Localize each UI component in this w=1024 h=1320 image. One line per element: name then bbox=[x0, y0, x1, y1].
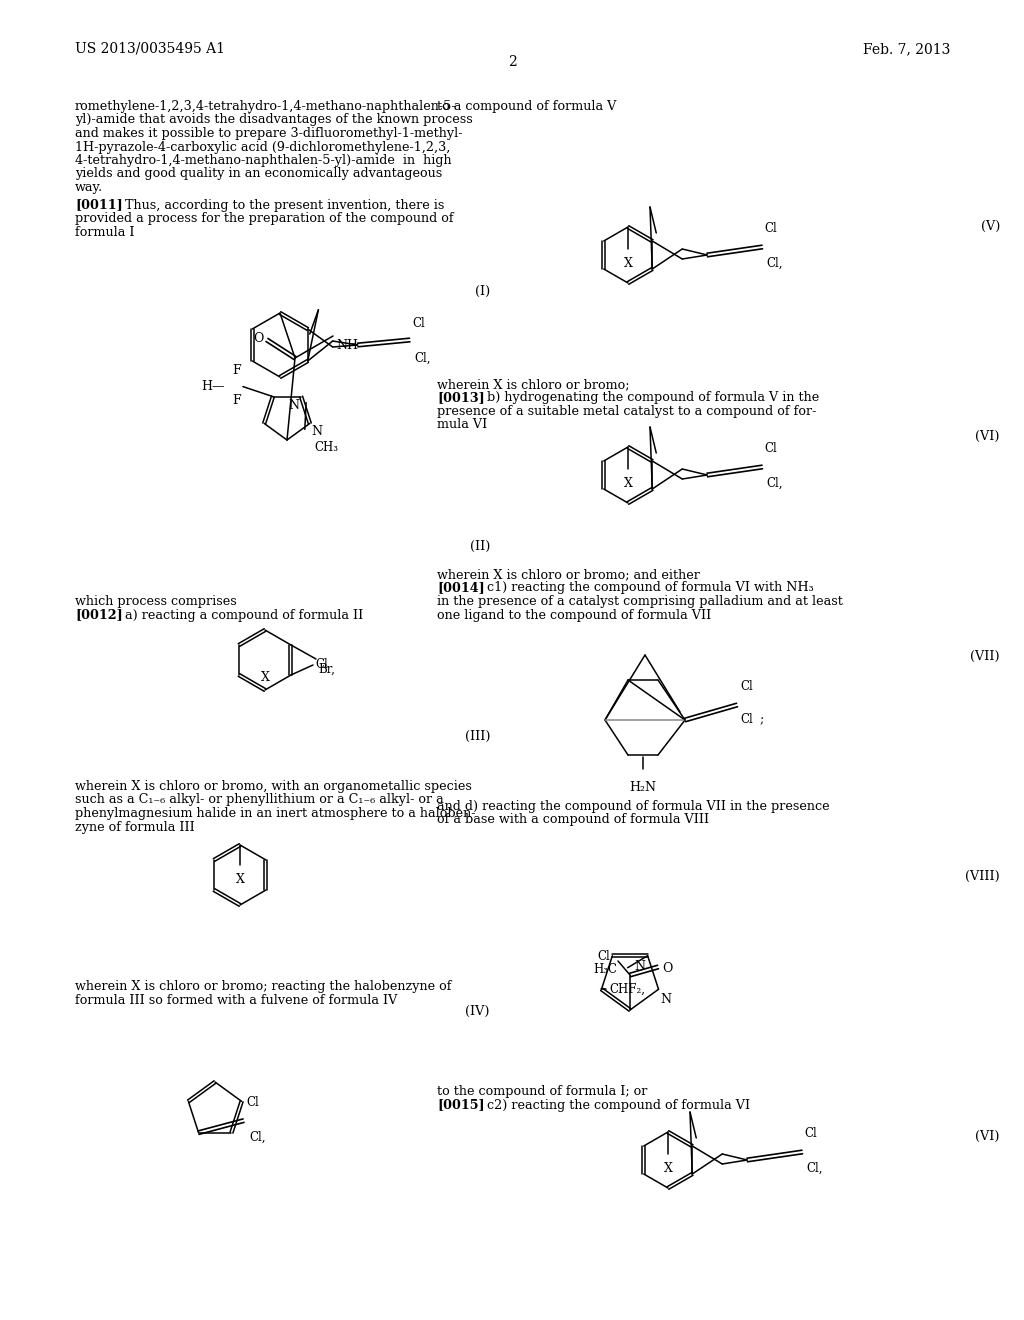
Text: wherein X is chloro or bromo, with an organometallic species: wherein X is chloro or bromo, with an or… bbox=[75, 780, 472, 793]
Text: which process comprises: which process comprises bbox=[75, 595, 237, 609]
Text: Cl,: Cl, bbox=[766, 257, 782, 271]
Text: O: O bbox=[253, 331, 263, 345]
Text: 2: 2 bbox=[508, 55, 516, 69]
Text: wherein X is chloro or bromo; and either: wherein X is chloro or bromo; and either bbox=[437, 568, 699, 581]
Text: to a compound of formula V: to a compound of formula V bbox=[437, 100, 616, 114]
Text: [0012]: [0012] bbox=[75, 609, 123, 622]
Text: (III): (III) bbox=[465, 730, 490, 743]
Text: in the presence of a catalyst comprising palladium and at least: in the presence of a catalyst comprising… bbox=[437, 595, 843, 609]
Text: wherein X is chloro or bromo;: wherein X is chloro or bromo; bbox=[437, 378, 630, 391]
Text: NH: NH bbox=[336, 339, 358, 352]
Text: CHF₂,: CHF₂, bbox=[609, 983, 645, 995]
Text: formula III so formed with a fulvene of formula IV: formula III so formed with a fulvene of … bbox=[75, 994, 397, 1006]
Text: Cl,: Cl, bbox=[250, 1131, 266, 1143]
Text: N: N bbox=[660, 993, 672, 1006]
Text: one ligand to the compound of formula VII: one ligand to the compound of formula VI… bbox=[437, 609, 712, 622]
Text: a) reacting a compound of formula II: a) reacting a compound of formula II bbox=[113, 609, 364, 622]
Text: (VI): (VI) bbox=[976, 1130, 1000, 1143]
Text: Feb. 7, 2013: Feb. 7, 2013 bbox=[862, 42, 950, 55]
Text: Cl: Cl bbox=[764, 442, 777, 455]
Text: (VI): (VI) bbox=[976, 430, 1000, 444]
Text: such as a C₁₋₆ alkyl- or phenyllithium or a C₁₋₆ alkyl- or a: such as a C₁₋₆ alkyl- or phenyllithium o… bbox=[75, 793, 443, 807]
Text: wherein X is chloro or bromo; reacting the halobenzyne of: wherein X is chloro or bromo; reacting t… bbox=[75, 979, 452, 993]
Text: Cl: Cl bbox=[315, 659, 328, 672]
Text: X: X bbox=[260, 671, 269, 684]
Text: Cl,: Cl, bbox=[415, 352, 431, 366]
Text: mula VI: mula VI bbox=[437, 418, 487, 432]
Text: (I): (I) bbox=[475, 285, 490, 298]
Text: Cl: Cl bbox=[764, 222, 777, 235]
Text: 1H-pyrazole-4-carboxylic acid (9-dichloromethylene-1,2,3,: 1H-pyrazole-4-carboxylic acid (9-dichlor… bbox=[75, 140, 451, 153]
Text: H₂N: H₂N bbox=[630, 781, 656, 795]
Text: 4-tetrahydro-1,4-methano-naphthalen-5-yl)-amide  in  high: 4-tetrahydro-1,4-methano-naphthalen-5-yl… bbox=[75, 154, 452, 168]
Text: (IV): (IV) bbox=[466, 1005, 490, 1018]
Text: (II): (II) bbox=[470, 540, 490, 553]
Text: (VIII): (VIII) bbox=[966, 870, 1000, 883]
Text: O: O bbox=[662, 962, 673, 975]
Text: H₃C: H₃C bbox=[594, 964, 617, 977]
Text: Thus, according to the present invention, there is: Thus, according to the present invention… bbox=[113, 198, 444, 211]
Text: yl)-amide that avoids the disadvantages of the known process: yl)-amide that avoids the disadvantages … bbox=[75, 114, 473, 127]
Text: provided a process for the preparation of the compound of: provided a process for the preparation o… bbox=[75, 213, 454, 224]
Text: presence of a suitable metal catalyst to a compound of for-: presence of a suitable metal catalyst to… bbox=[437, 405, 816, 418]
Text: romethylene-1,2,3,4-tetrahydro-1,4-methano-naphthalen-5-: romethylene-1,2,3,4-tetrahydro-1,4-metha… bbox=[75, 100, 457, 114]
Text: b) hydrogenating the compound of formula V in the: b) hydrogenating the compound of formula… bbox=[475, 392, 819, 404]
Text: way.: way. bbox=[75, 181, 103, 194]
Text: X: X bbox=[624, 257, 633, 271]
Text: and makes it possible to prepare 3-difluoromethyl-1-methyl-: and makes it possible to prepare 3-diflu… bbox=[75, 127, 463, 140]
Text: (V): (V) bbox=[981, 220, 1000, 234]
Text: [0011]: [0011] bbox=[75, 198, 123, 211]
Text: [0013]: [0013] bbox=[437, 392, 484, 404]
Text: to the compound of formula I; or: to the compound of formula I; or bbox=[437, 1085, 647, 1098]
Text: F: F bbox=[232, 364, 241, 378]
Text: Cl: Cl bbox=[597, 950, 610, 964]
Text: X: X bbox=[236, 873, 245, 886]
Text: Br,: Br, bbox=[318, 663, 335, 676]
Text: N: N bbox=[635, 960, 646, 973]
Text: Cl: Cl bbox=[247, 1096, 259, 1109]
Text: N: N bbox=[288, 399, 299, 412]
Text: and d) reacting the compound of formula VII in the presence: and d) reacting the compound of formula … bbox=[437, 800, 829, 813]
Text: Cl: Cl bbox=[804, 1127, 817, 1140]
Text: ;: ; bbox=[760, 714, 764, 726]
Text: US 2013/0035495 A1: US 2013/0035495 A1 bbox=[75, 42, 225, 55]
Text: (VII): (VII) bbox=[971, 649, 1000, 663]
Text: [0014]: [0014] bbox=[437, 582, 484, 594]
Text: N: N bbox=[312, 425, 323, 438]
Text: c2) reacting the compound of formula VI: c2) reacting the compound of formula VI bbox=[475, 1098, 751, 1111]
Text: yields and good quality in an economically advantageous: yields and good quality in an economical… bbox=[75, 168, 442, 181]
Text: phenylmagnesium halide in an inert atmosphere to a haloben-: phenylmagnesium halide in an inert atmos… bbox=[75, 807, 475, 820]
Text: of a base with a compound of formula VIII: of a base with a compound of formula VII… bbox=[437, 813, 710, 826]
Text: formula I: formula I bbox=[75, 226, 134, 239]
Text: Cl: Cl bbox=[740, 680, 753, 693]
Text: Cl,: Cl, bbox=[766, 477, 782, 490]
Text: Cl: Cl bbox=[413, 317, 425, 330]
Text: Cl: Cl bbox=[740, 713, 753, 726]
Text: H—: H— bbox=[202, 380, 225, 393]
Text: X: X bbox=[624, 477, 633, 490]
Text: X: X bbox=[664, 1162, 673, 1175]
Text: c1) reacting the compound of formula VI with NH₃: c1) reacting the compound of formula VI … bbox=[475, 582, 814, 594]
Text: [0015]: [0015] bbox=[437, 1098, 484, 1111]
Text: CH₃: CH₃ bbox=[314, 441, 339, 454]
Text: zyne of formula III: zyne of formula III bbox=[75, 821, 195, 833]
Text: Cl,: Cl, bbox=[806, 1162, 822, 1175]
Text: F: F bbox=[232, 395, 241, 407]
